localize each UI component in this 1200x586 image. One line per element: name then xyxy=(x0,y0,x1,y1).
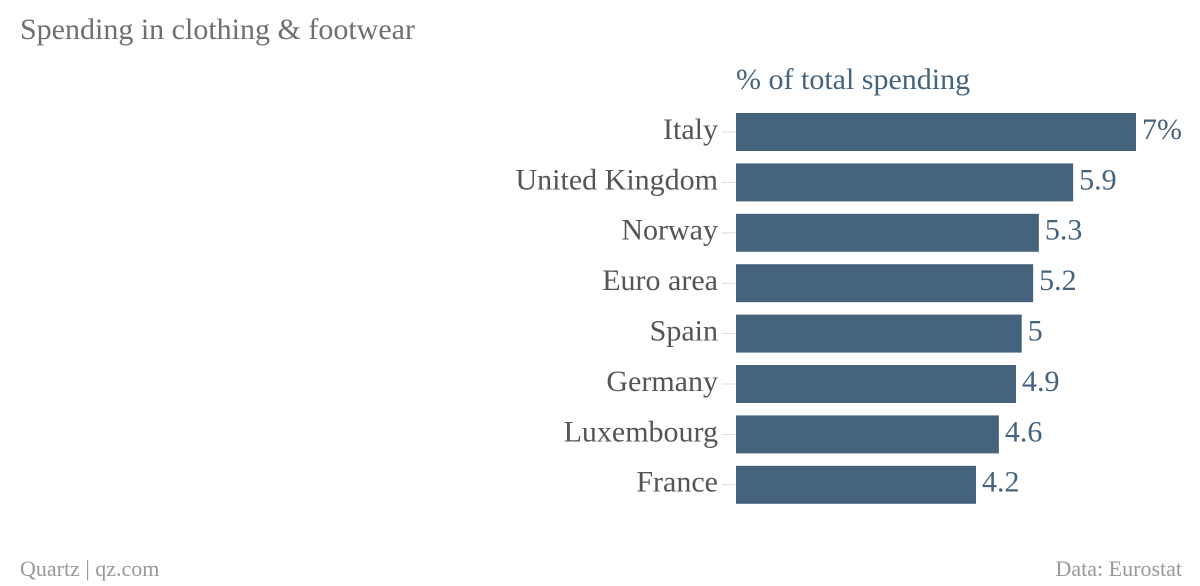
bar xyxy=(736,465,976,504)
bar xyxy=(736,213,1039,252)
chart-subtitle: % of total spending xyxy=(736,63,970,96)
bar xyxy=(736,314,1022,353)
chart-title: Spending in clothing & footwear xyxy=(20,13,415,46)
category-label: Norway xyxy=(621,214,718,247)
category-label: France xyxy=(636,466,718,499)
category-label: Luxembourg xyxy=(564,415,718,448)
bar xyxy=(736,264,1034,303)
value-label: 5.2 xyxy=(1039,264,1077,297)
credit: Quartz | qz.com xyxy=(20,556,159,581)
value-label: 4.9 xyxy=(1022,365,1060,398)
category-label: Euro area xyxy=(602,264,718,297)
category-label: Italy xyxy=(663,113,718,146)
category-label: United Kingdom xyxy=(516,163,719,196)
bar xyxy=(736,415,999,454)
value-label: 5 xyxy=(1028,314,1043,347)
bar xyxy=(736,365,1016,403)
source: Data: Eurostat xyxy=(1056,556,1182,581)
bar xyxy=(736,163,1074,202)
value-label: 4.6 xyxy=(1005,415,1043,448)
category-label: Germany xyxy=(606,365,718,398)
value-label: 5.3 xyxy=(1045,214,1083,247)
category-label: Spain xyxy=(650,314,718,347)
bar xyxy=(736,113,1136,151)
value-label: 7% xyxy=(1142,113,1182,146)
value-label: 4.2 xyxy=(982,466,1020,499)
value-label: 5.9 xyxy=(1079,163,1117,196)
